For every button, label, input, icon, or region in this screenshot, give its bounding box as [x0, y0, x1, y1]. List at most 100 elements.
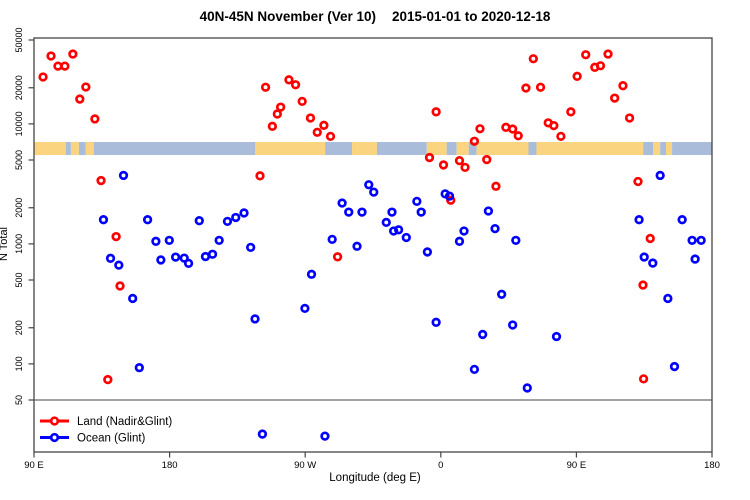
legend-label: Ocean (Glint): [77, 433, 146, 445]
data-point-ocean: [459, 226, 469, 236]
y-tick-label: 200: [14, 320, 24, 335]
data-point-ocean: [327, 234, 337, 245]
data-point-land: [595, 61, 606, 71]
data-point-ocean: [648, 258, 658, 268]
map-band-land-segment: [34, 142, 66, 156]
data-point-land: [312, 127, 322, 137]
data-point-land: [491, 181, 501, 191]
data-point-land: [325, 131, 336, 142]
y-tick-label: 2000: [14, 198, 24, 218]
data-point-land: [46, 51, 56, 61]
data-point-land: [424, 152, 435, 163]
x-axis-label: Longitude (deg E): [329, 472, 421, 484]
data-point-ocean: [357, 207, 367, 217]
data-point-ocean: [412, 196, 422, 207]
data-point-land: [618, 81, 628, 91]
data-point-ocean: [687, 235, 697, 246]
map-band-ocean-segment: [528, 142, 537, 156]
map-band-land-segment: [653, 142, 661, 156]
data-point-ocean: [690, 254, 700, 264]
data-point-ocean: [387, 207, 397, 217]
data-point-land: [556, 131, 566, 142]
data-point-ocean: [352, 241, 362, 251]
data-point-land: [624, 113, 635, 123]
data-point-ocean: [250, 314, 260, 324]
data-point-land: [460, 162, 470, 173]
legend-label: Land (Nadir&Glint): [77, 416, 172, 428]
y-tick-label: 50000: [14, 27, 24, 52]
data-point-land: [572, 71, 582, 81]
data-point-ocean: [214, 235, 224, 246]
map-band-ocean-segment: [672, 142, 712, 156]
data-point-ocean: [246, 242, 256, 253]
data-point-ocean: [134, 363, 144, 373]
chart-title-right: 2015-01-01 to 2020-12-18: [391, 9, 551, 24]
data-point-land: [603, 49, 613, 59]
data-point-ocean: [105, 253, 116, 263]
data-point-land: [96, 175, 106, 186]
data-point-ocean: [320, 431, 330, 441]
y-axis-label: N Total: [0, 226, 10, 261]
data-point-land: [290, 80, 301, 90]
data-point-ocean: [490, 223, 500, 234]
data-point-land: [638, 374, 649, 384]
data-point-land: [638, 280, 648, 290]
data-point-ocean: [300, 303, 310, 314]
data-point-ocean: [231, 212, 241, 223]
data-point-land: [103, 374, 113, 385]
data-point-land: [260, 82, 271, 92]
data-point-ocean: [164, 235, 174, 246]
data-point-ocean: [364, 180, 374, 190]
data-point-ocean: [431, 317, 441, 327]
data-point-ocean: [170, 252, 181, 262]
data-point-land: [482, 154, 492, 165]
data-point-ocean: [655, 170, 665, 181]
data-point-ocean: [454, 236, 465, 246]
data-point-land: [81, 82, 91, 92]
data-point-land: [75, 94, 85, 104]
map-band-ocean-segment: [660, 142, 667, 156]
data-point-ocean: [639, 252, 649, 262]
map-band-ocean-segment: [376, 142, 427, 156]
data-point-land: [68, 49, 78, 59]
data-point-ocean: [381, 217, 391, 228]
map-band-ocean-segment: [65, 142, 71, 156]
x-tick-label: 0: [438, 460, 443, 471]
data-point-land: [272, 109, 282, 119]
map-band-land-segment: [456, 142, 469, 156]
data-point-ocean: [337, 198, 347, 208]
data-point-ocean: [669, 361, 680, 372]
data-point-ocean: [183, 258, 194, 269]
data-point-ocean: [469, 364, 480, 375]
data-point-ocean: [344, 207, 354, 217]
map-band-land-segment: [70, 142, 79, 156]
data-point-land: [332, 252, 343, 262]
data-point-land: [633, 176, 643, 187]
data-point-ocean: [194, 216, 204, 226]
data-point-land: [521, 83, 531, 93]
data-point-ocean: [239, 208, 249, 218]
map-band-ocean-segment: [93, 142, 256, 156]
chart-title-left: 40N-45N November (Ver 10): [199, 9, 376, 24]
x-tick-label: 180: [162, 460, 178, 471]
plot-box: [33, 37, 713, 453]
data-point-land: [431, 107, 441, 117]
y-tick-label: 1000: [14, 234, 24, 254]
data-point-land: [528, 54, 538, 64]
map-band-land-segment: [426, 142, 447, 156]
data-point-land: [297, 96, 307, 107]
data-point-land: [319, 120, 329, 130]
y-tick-label: 50: [14, 395, 24, 405]
x-tick-label: 90 E: [24, 460, 44, 471]
y-tick-label: 500: [14, 272, 24, 287]
data-point-land: [284, 75, 294, 85]
data-point-land: [111, 231, 121, 242]
data-point-ocean: [179, 253, 189, 263]
data-point-land: [60, 61, 70, 71]
data-point-ocean: [478, 329, 488, 340]
data-point-land: [90, 114, 100, 124]
data-point-land: [275, 102, 286, 112]
y-tick-label: 10000: [14, 111, 24, 136]
data-point-land: [581, 50, 591, 60]
